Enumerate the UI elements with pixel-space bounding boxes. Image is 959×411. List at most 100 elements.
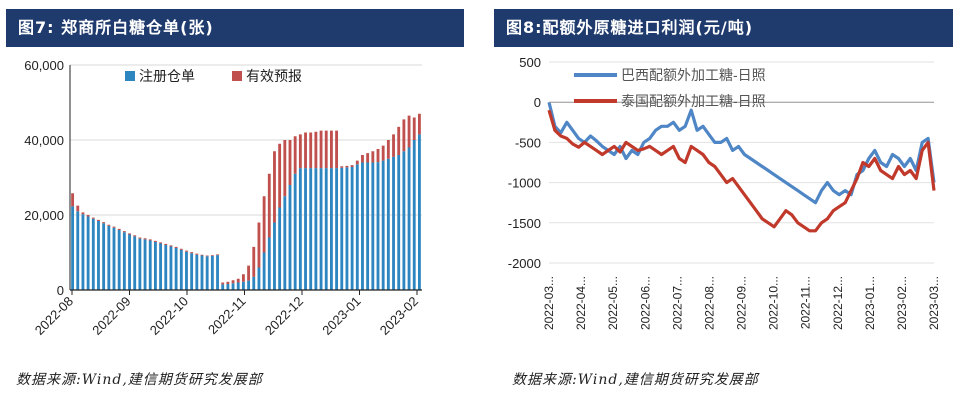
bar-warehouse-receipts bbox=[153, 242, 157, 290]
bar-valid-forecast bbox=[293, 136, 297, 174]
bar-warehouse-receipts bbox=[252, 276, 256, 290]
bar-warehouse-receipts bbox=[81, 214, 85, 290]
bar-warehouse-receipts bbox=[397, 155, 401, 290]
bar-warehouse-receipts bbox=[210, 255, 214, 290]
x-tick-label: 2022-04... bbox=[574, 276, 588, 330]
bar-valid-forecast bbox=[112, 226, 116, 228]
bar-valid-forecast bbox=[236, 278, 240, 283]
bar-warehouse-receipts bbox=[205, 256, 209, 290]
y-tick-label: -500 bbox=[515, 135, 541, 150]
bar-warehouse-receipts bbox=[190, 253, 194, 290]
bar-warehouse-receipts bbox=[91, 218, 95, 290]
bar-warehouse-receipts bbox=[309, 168, 313, 290]
bar-valid-forecast bbox=[86, 215, 90, 217]
bar-valid-forecast bbox=[102, 222, 106, 224]
bar-warehouse-receipts bbox=[324, 168, 328, 290]
bar-valid-forecast bbox=[200, 254, 204, 256]
bar-valid-forecast bbox=[397, 126, 401, 155]
x-tick-label: 2022-11... bbox=[799, 276, 813, 329]
bar-valid-forecast bbox=[97, 219, 100, 221]
left-chart-title: 图7: 郑商所白糖仓单(张) bbox=[6, 9, 464, 47]
bar-valid-forecast bbox=[252, 246, 256, 277]
bar-warehouse-receipts bbox=[76, 211, 80, 290]
x-tick-label: 2022-10 bbox=[147, 294, 191, 338]
bar-valid-forecast bbox=[81, 212, 85, 215]
bar-valid-forecast bbox=[278, 143, 282, 208]
bar-valid-forecast bbox=[412, 117, 416, 140]
bar-valid-forecast bbox=[91, 217, 95, 219]
bar-valid-forecast bbox=[366, 153, 370, 163]
bar-warehouse-receipts bbox=[329, 168, 333, 290]
x-tick-label: 2022-06... bbox=[638, 276, 652, 330]
bar-warehouse-receipts bbox=[86, 216, 90, 290]
bar-warehouse-receipts bbox=[412, 140, 416, 290]
x-tick-label: 2023-02... bbox=[895, 276, 909, 330]
y-tick-label: 40,000 bbox=[24, 133, 64, 148]
bar-warehouse-receipts bbox=[340, 167, 344, 290]
left-legend: 注册仓单 有效预报 bbox=[125, 68, 302, 84]
x-tick-label: 2022-03... bbox=[542, 276, 556, 330]
y-tick-label: -1500 bbox=[508, 216, 541, 231]
bar-warehouse-receipts bbox=[319, 168, 323, 290]
bar-valid-forecast bbox=[205, 255, 209, 257]
bar-valid-forecast bbox=[71, 193, 75, 207]
bar-warehouse-receipts bbox=[392, 156, 395, 290]
bar-warehouse-receipts bbox=[361, 162, 364, 290]
bar-warehouse-receipts bbox=[366, 162, 370, 290]
x-tick-label: 2022-12... bbox=[831, 276, 845, 330]
line-thailand bbox=[547, 109, 936, 233]
bar-valid-forecast bbox=[304, 132, 307, 169]
bar-valid-forecast bbox=[376, 149, 380, 163]
bar-valid-forecast bbox=[138, 237, 142, 239]
bar-warehouse-receipts bbox=[283, 196, 287, 290]
bar-valid-forecast bbox=[267, 173, 271, 238]
x-tick-label: 2022-08 bbox=[32, 294, 76, 338]
bar-warehouse-receipts bbox=[164, 245, 168, 290]
bar-warehouse-receipts bbox=[314, 168, 318, 290]
bar-valid-forecast bbox=[262, 196, 266, 253]
warehouse-receipts-chart: 0 20,000 40,000 60,000 2022-08 2022-09 2022-10… bbox=[24, 58, 422, 338]
bar-valid-forecast bbox=[143, 238, 147, 240]
bar-valid-forecast bbox=[386, 140, 390, 159]
bar-valid-forecast bbox=[355, 160, 359, 165]
x-tick-label: 2023-01 bbox=[319, 294, 363, 338]
bar-warehouse-receipts bbox=[195, 254, 199, 290]
bar-warehouse-receipts bbox=[122, 232, 126, 290]
bar-valid-forecast bbox=[117, 228, 121, 230]
bar-valid-forecast bbox=[309, 132, 313, 169]
bar-warehouse-receipts bbox=[200, 255, 204, 290]
bar-warehouse-receipts bbox=[216, 255, 219, 290]
right-legend: 巴西配额外加工糖-日照 泰国配额外加工糖-日照 bbox=[574, 67, 766, 109]
bar-warehouse-receipts bbox=[417, 134, 421, 290]
bar-warehouse-receipts bbox=[102, 223, 106, 290]
bar-valid-forecast bbox=[190, 252, 194, 254]
bar-warehouse-receipts bbox=[350, 167, 354, 290]
bar-valid-forecast bbox=[345, 165, 349, 168]
bar-valid-forecast bbox=[324, 130, 328, 169]
y-tick-label: 0 bbox=[534, 95, 541, 110]
bar-warehouse-receipts bbox=[185, 251, 188, 290]
bar-warehouse-receipts bbox=[376, 162, 380, 290]
bar-valid-forecast bbox=[361, 155, 364, 163]
legend-label-brazil: 巴西配额外加工糖-日照 bbox=[621, 67, 766, 83]
bar-warehouse-receipts bbox=[128, 234, 131, 290]
bar-valid-forecast bbox=[226, 281, 230, 284]
bar-warehouse-receipts bbox=[273, 222, 276, 290]
bar-warehouse-receipts bbox=[407, 147, 411, 290]
x-tick-label: 2022-11 bbox=[205, 294, 249, 338]
bar-valid-forecast bbox=[231, 280, 235, 284]
x-tick-label: 2023-01... bbox=[863, 276, 877, 330]
y-tick-label: 0 bbox=[57, 283, 64, 298]
bar-valid-forecast bbox=[288, 140, 292, 185]
bar-valid-forecast bbox=[221, 282, 225, 285]
bar-valid-forecast bbox=[298, 134, 302, 169]
bar-valid-forecast bbox=[133, 235, 137, 237]
bar-warehouse-receipts bbox=[159, 243, 163, 290]
bar-valid-forecast bbox=[350, 165, 354, 167]
bar-warehouse-receipts bbox=[345, 167, 349, 290]
bar-warehouse-receipts bbox=[371, 162, 375, 290]
bar-valid-forecast bbox=[257, 222, 261, 268]
bar-warehouse-receipts bbox=[117, 230, 121, 290]
bar-warehouse-receipts bbox=[231, 283, 235, 290]
legend-label-warehouse-receipts: 注册仓单 bbox=[139, 68, 195, 84]
